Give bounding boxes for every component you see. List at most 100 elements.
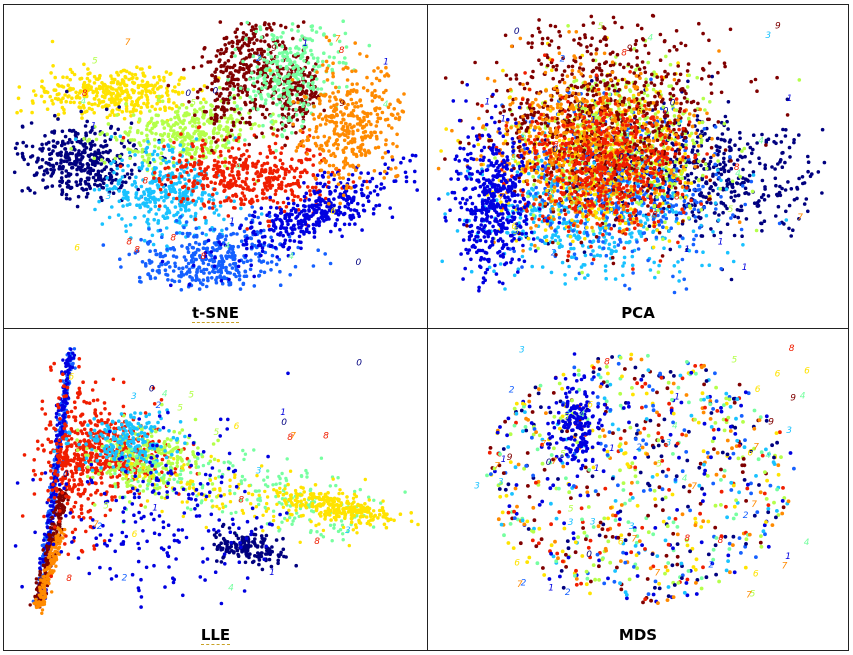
scatter-point (84, 187, 89, 192)
scatter-point (36, 156, 40, 161)
scatter-point (347, 222, 352, 227)
scatter-point (356, 163, 361, 168)
scatter-point (193, 217, 198, 222)
scatter-point (250, 71, 254, 75)
scatter-point (277, 174, 282, 179)
scatter-point (238, 120, 243, 125)
scatter-point (239, 22, 244, 26)
scatter-point (201, 183, 205, 188)
scatter-point (283, 238, 288, 243)
scatter-point (384, 138, 388, 142)
scatter-point (308, 93, 313, 97)
scatter-point (281, 116, 286, 120)
scatter-point (253, 243, 257, 248)
scatter-point (792, 140, 796, 145)
scatter-point (248, 52, 253, 57)
scatter-point (140, 161, 145, 165)
scatter-point (336, 143, 341, 147)
scatter-point (49, 71, 53, 75)
scatter-point (158, 187, 163, 192)
scatter-point (292, 201, 296, 206)
scatter-point (127, 176, 132, 180)
scatter-point (763, 185, 767, 189)
scatter-point (65, 159, 69, 164)
scatter-point (120, 158, 124, 162)
scatter-point (92, 188, 97, 192)
scatter-point (90, 162, 95, 166)
scatter-point (369, 111, 373, 116)
scatter-point (160, 94, 164, 99)
scatter-point (199, 169, 204, 174)
scatter-point (204, 132, 208, 136)
scatter-point (258, 104, 263, 108)
digit-marker: 8 (134, 245, 140, 255)
scatter-point (189, 192, 194, 197)
scatter-point (324, 35, 329, 39)
scatter-point (351, 180, 356, 184)
scatter-point (389, 167, 393, 171)
scatter-point (326, 170, 331, 175)
scatter-point (110, 86, 114, 91)
scatter-point (228, 71, 233, 76)
scatter-point (343, 204, 348, 209)
scatter-point (714, 207, 718, 211)
scatter-point (258, 74, 262, 78)
scatter-point (101, 145, 105, 149)
scatter-point (643, 221, 648, 225)
scatter-point (261, 104, 266, 109)
scatter-point (591, 239, 596, 243)
scatter-point (191, 263, 196, 268)
scatter-point (194, 150, 198, 154)
scatter-point (70, 96, 74, 100)
scatter-point (174, 255, 179, 259)
scatter-point (331, 71, 335, 76)
scatter-point (45, 185, 50, 189)
scatter-point (20, 124, 25, 129)
scatter-point (155, 269, 160, 273)
scatter-point (311, 173, 316, 178)
scatter-point (189, 214, 193, 219)
scatter-point (202, 271, 206, 275)
scatter-point (179, 215, 183, 219)
scatter-point (163, 106, 167, 110)
scatter-point (180, 90, 185, 95)
scatter-point (246, 87, 250, 92)
scatter-point (287, 115, 292, 120)
scatter-point (303, 218, 307, 222)
scatter-point (215, 165, 219, 170)
scatter-point (784, 218, 789, 222)
scatter-point (83, 93, 87, 97)
scatter-point (123, 74, 127, 79)
scatter-point (314, 30, 319, 34)
scatter-point (399, 160, 403, 165)
scatter-point (57, 164, 62, 169)
scatter-point (390, 126, 394, 130)
scatter-point (377, 106, 382, 111)
scatter-point (141, 178, 145, 182)
scatter-point (145, 95, 149, 99)
scatter-point (100, 131, 105, 135)
scatter-point (160, 99, 165, 104)
scatter-point (770, 165, 774, 169)
scatter-point (255, 80, 260, 84)
scatter-point (189, 168, 193, 173)
scatter-point (197, 162, 201, 167)
scatter-point (677, 279, 681, 283)
scatter-point (252, 187, 256, 191)
scatter-point (614, 249, 618, 253)
scatter-point (225, 166, 230, 171)
scatter-point (128, 223, 133, 227)
scatter-point (274, 262, 279, 267)
scatter-point (183, 208, 188, 213)
scatter-point (155, 120, 159, 125)
scatter-point (223, 115, 227, 120)
scatter-point (74, 90, 78, 95)
scatter-point (240, 90, 245, 95)
scatter-point (546, 241, 550, 246)
scatter-point (330, 119, 335, 124)
scatter-point (685, 173, 690, 177)
scatter-point (234, 35, 239, 39)
scatter-point (389, 112, 394, 117)
scatter-point (572, 246, 576, 251)
scatter-point (371, 211, 376, 216)
